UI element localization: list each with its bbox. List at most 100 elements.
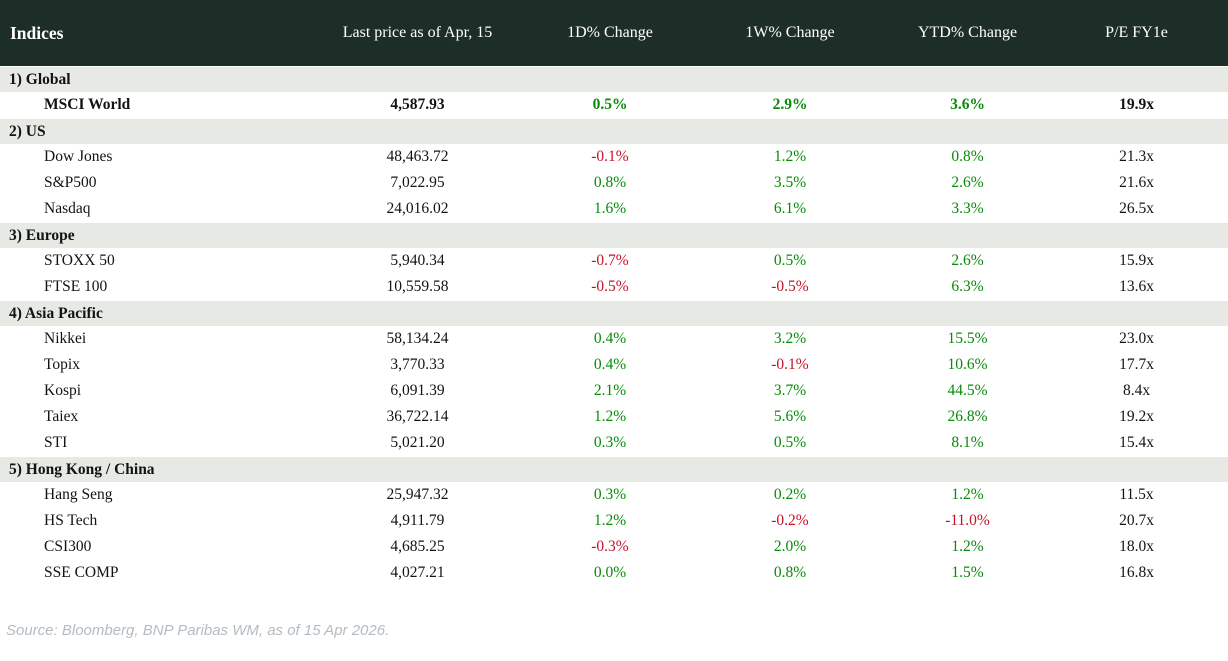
pe-value: 18.0x — [1119, 538, 1154, 555]
index-name: S&P500 — [44, 174, 97, 191]
change-value: 6.1% — [773, 200, 807, 217]
change-value: 2.0% — [773, 538, 807, 555]
change-value: 15.5% — [947, 330, 988, 347]
index-row: Taiex 36,722.14 1.2% 5.6% 26.8% 19.2x — [0, 404, 1228, 430]
change-value: 1.2% — [951, 538, 984, 555]
pe-value: 16.8x — [1119, 564, 1154, 581]
section-row: 1) Global — [0, 66, 1228, 92]
index-row: S&P500 7,022.95 0.8% 3.5% 2.6% 21.6x — [0, 170, 1228, 196]
index-name: MSCI World — [44, 96, 131, 113]
index-name: Dow Jones — [44, 148, 113, 165]
last-price-value: 48,463.72 — [386, 148, 449, 165]
index-row: CSI300 4,685.25 -0.3% 2.0% 1.2% 18.0x — [0, 534, 1228, 560]
pe-value: 17.7x — [1119, 356, 1154, 373]
header-last-price: Last price as of Apr, 15 — [342, 24, 493, 41]
index-name: Nasdaq — [44, 200, 91, 217]
change-value: 0.2% — [773, 486, 807, 503]
change-value: 2.6% — [951, 252, 984, 269]
change-value: 0.4% — [593, 356, 627, 373]
section-row: 3) Europe — [0, 222, 1228, 248]
change-value: 44.5% — [947, 382, 988, 399]
change-value: 1.2% — [593, 512, 627, 529]
pe-value: 13.6x — [1119, 278, 1154, 295]
last-price-value: 4,587.93 — [390, 96, 445, 113]
change-value: 1.2% — [593, 408, 627, 425]
change-value: -0.3% — [591, 538, 629, 555]
pe-value: 15.9x — [1119, 252, 1154, 269]
section-row: 2) US — [0, 118, 1228, 144]
index-row: Nasdaq 24,016.02 1.6% 6.1% 3.3% 26.5x — [0, 196, 1228, 222]
change-value: -0.1% — [591, 148, 629, 165]
index-row: STOXX 50 5,940.34 -0.7% 0.5% 2.6% 15.9x — [0, 248, 1228, 274]
last-price-value: 4,685.25 — [390, 538, 445, 555]
section-label: 3) Europe — [9, 226, 75, 244]
change-value: -0.7% — [591, 252, 629, 269]
last-price-value: 4,911.79 — [390, 512, 445, 529]
section-label: 1) Global — [9, 70, 71, 88]
index-name: CSI300 — [44, 538, 92, 555]
change-value: 0.5% — [773, 434, 807, 451]
change-value: 26.8% — [947, 408, 988, 425]
last-price-value: 5,940.34 — [390, 252, 445, 269]
table-body: 1) Global MSCI World 4,587.93 0.5% 2.9% 3.6% 1… — [0, 66, 1228, 586]
pe-value: 26.5x — [1119, 200, 1154, 217]
pe-value: 21.6x — [1119, 174, 1154, 191]
index-name: Nikkei — [44, 330, 87, 347]
change-value: 3.2% — [773, 330, 807, 347]
change-value: 3.3% — [951, 200, 984, 217]
change-value: -11.0% — [945, 512, 990, 529]
change-value: 2.9% — [772, 96, 808, 113]
index-name: FTSE 100 — [44, 278, 108, 295]
change-value: 0.5% — [592, 96, 628, 113]
pe-value: 11.5x — [1119, 486, 1154, 503]
change-value: 0.8% — [773, 564, 807, 581]
change-value: 2.6% — [951, 174, 984, 191]
change-value: 10.6% — [947, 356, 988, 373]
pe-value: 20.7x — [1119, 512, 1154, 529]
last-price-value: 36,722.14 — [386, 408, 449, 425]
section-label: 2) US — [9, 122, 46, 140]
change-value: 5.6% — [773, 408, 807, 425]
table-header-row: Indices Last price as of Apr, 15 1D% Cha… — [0, 0, 1228, 66]
last-price-value: 7,022.95 — [390, 174, 445, 191]
last-price-value: 5,021.20 — [390, 434, 445, 451]
last-price-value: 6,091.39 — [390, 382, 445, 399]
index-name: Hang Seng — [44, 486, 113, 503]
last-price-value: 24,016.02 — [386, 200, 449, 217]
change-value: 0.0% — [593, 564, 627, 581]
index-row: HS Tech 4,911.79 1.2% -0.2% -11.0% 20.7x — [0, 508, 1228, 534]
index-name: SSE COMP — [44, 564, 119, 581]
section-label: 4) Asia Pacific — [9, 304, 103, 322]
section-row: 4) Asia Pacific — [0, 300, 1228, 326]
change-value: -0.2% — [771, 512, 809, 529]
pe-value: 23.0x — [1119, 330, 1154, 347]
change-value: 1.6% — [593, 200, 627, 217]
index-name: HS Tech — [44, 512, 98, 529]
last-price-value: 3,770.33 — [390, 356, 445, 373]
header-pe-fy1e: P/E FY1e — [1105, 24, 1168, 41]
index-row: FTSE 100 10,559.58 -0.5% -0.5% 6.3% 13.6x — [0, 274, 1228, 300]
change-value: -0.5% — [591, 278, 629, 295]
header-1w-change: 1W% Change — [745, 24, 835, 41]
last-price-value: 58,134.24 — [386, 330, 449, 347]
change-value: 0.8% — [951, 148, 984, 165]
index-row: Topix 3,770.33 0.4% -0.1% 10.6% 17.7x — [0, 352, 1228, 378]
change-value: 2.1% — [593, 382, 627, 399]
change-value: 3.6% — [950, 96, 985, 113]
section-label: 5) Hong Kong / China — [9, 460, 155, 478]
index-row: SSE COMP 4,027.21 0.0% 0.8% 1.5% 16.8x — [0, 560, 1228, 586]
pe-value: 19.2x — [1119, 408, 1154, 425]
header-indices: Indices — [10, 22, 64, 43]
change-value: 0.4% — [593, 330, 627, 347]
index-name: STI — [44, 434, 68, 451]
header-ytd-change: YTD% Change — [917, 24, 1018, 41]
change-value: 6.3% — [951, 278, 984, 295]
index-row: Hang Seng 25,947.32 0.3% 0.2% 1.2% 11.5x — [0, 482, 1228, 508]
change-value: 1.2% — [773, 148, 807, 165]
last-price-value: 4,027.21 — [390, 564, 445, 581]
change-value: -0.1% — [771, 356, 809, 373]
last-price-value: 10,559.58 — [386, 278, 449, 295]
index-name: STOXX 50 — [44, 252, 115, 269]
pe-value: 8.4x — [1122, 382, 1151, 399]
change-value: -0.5% — [771, 278, 809, 295]
